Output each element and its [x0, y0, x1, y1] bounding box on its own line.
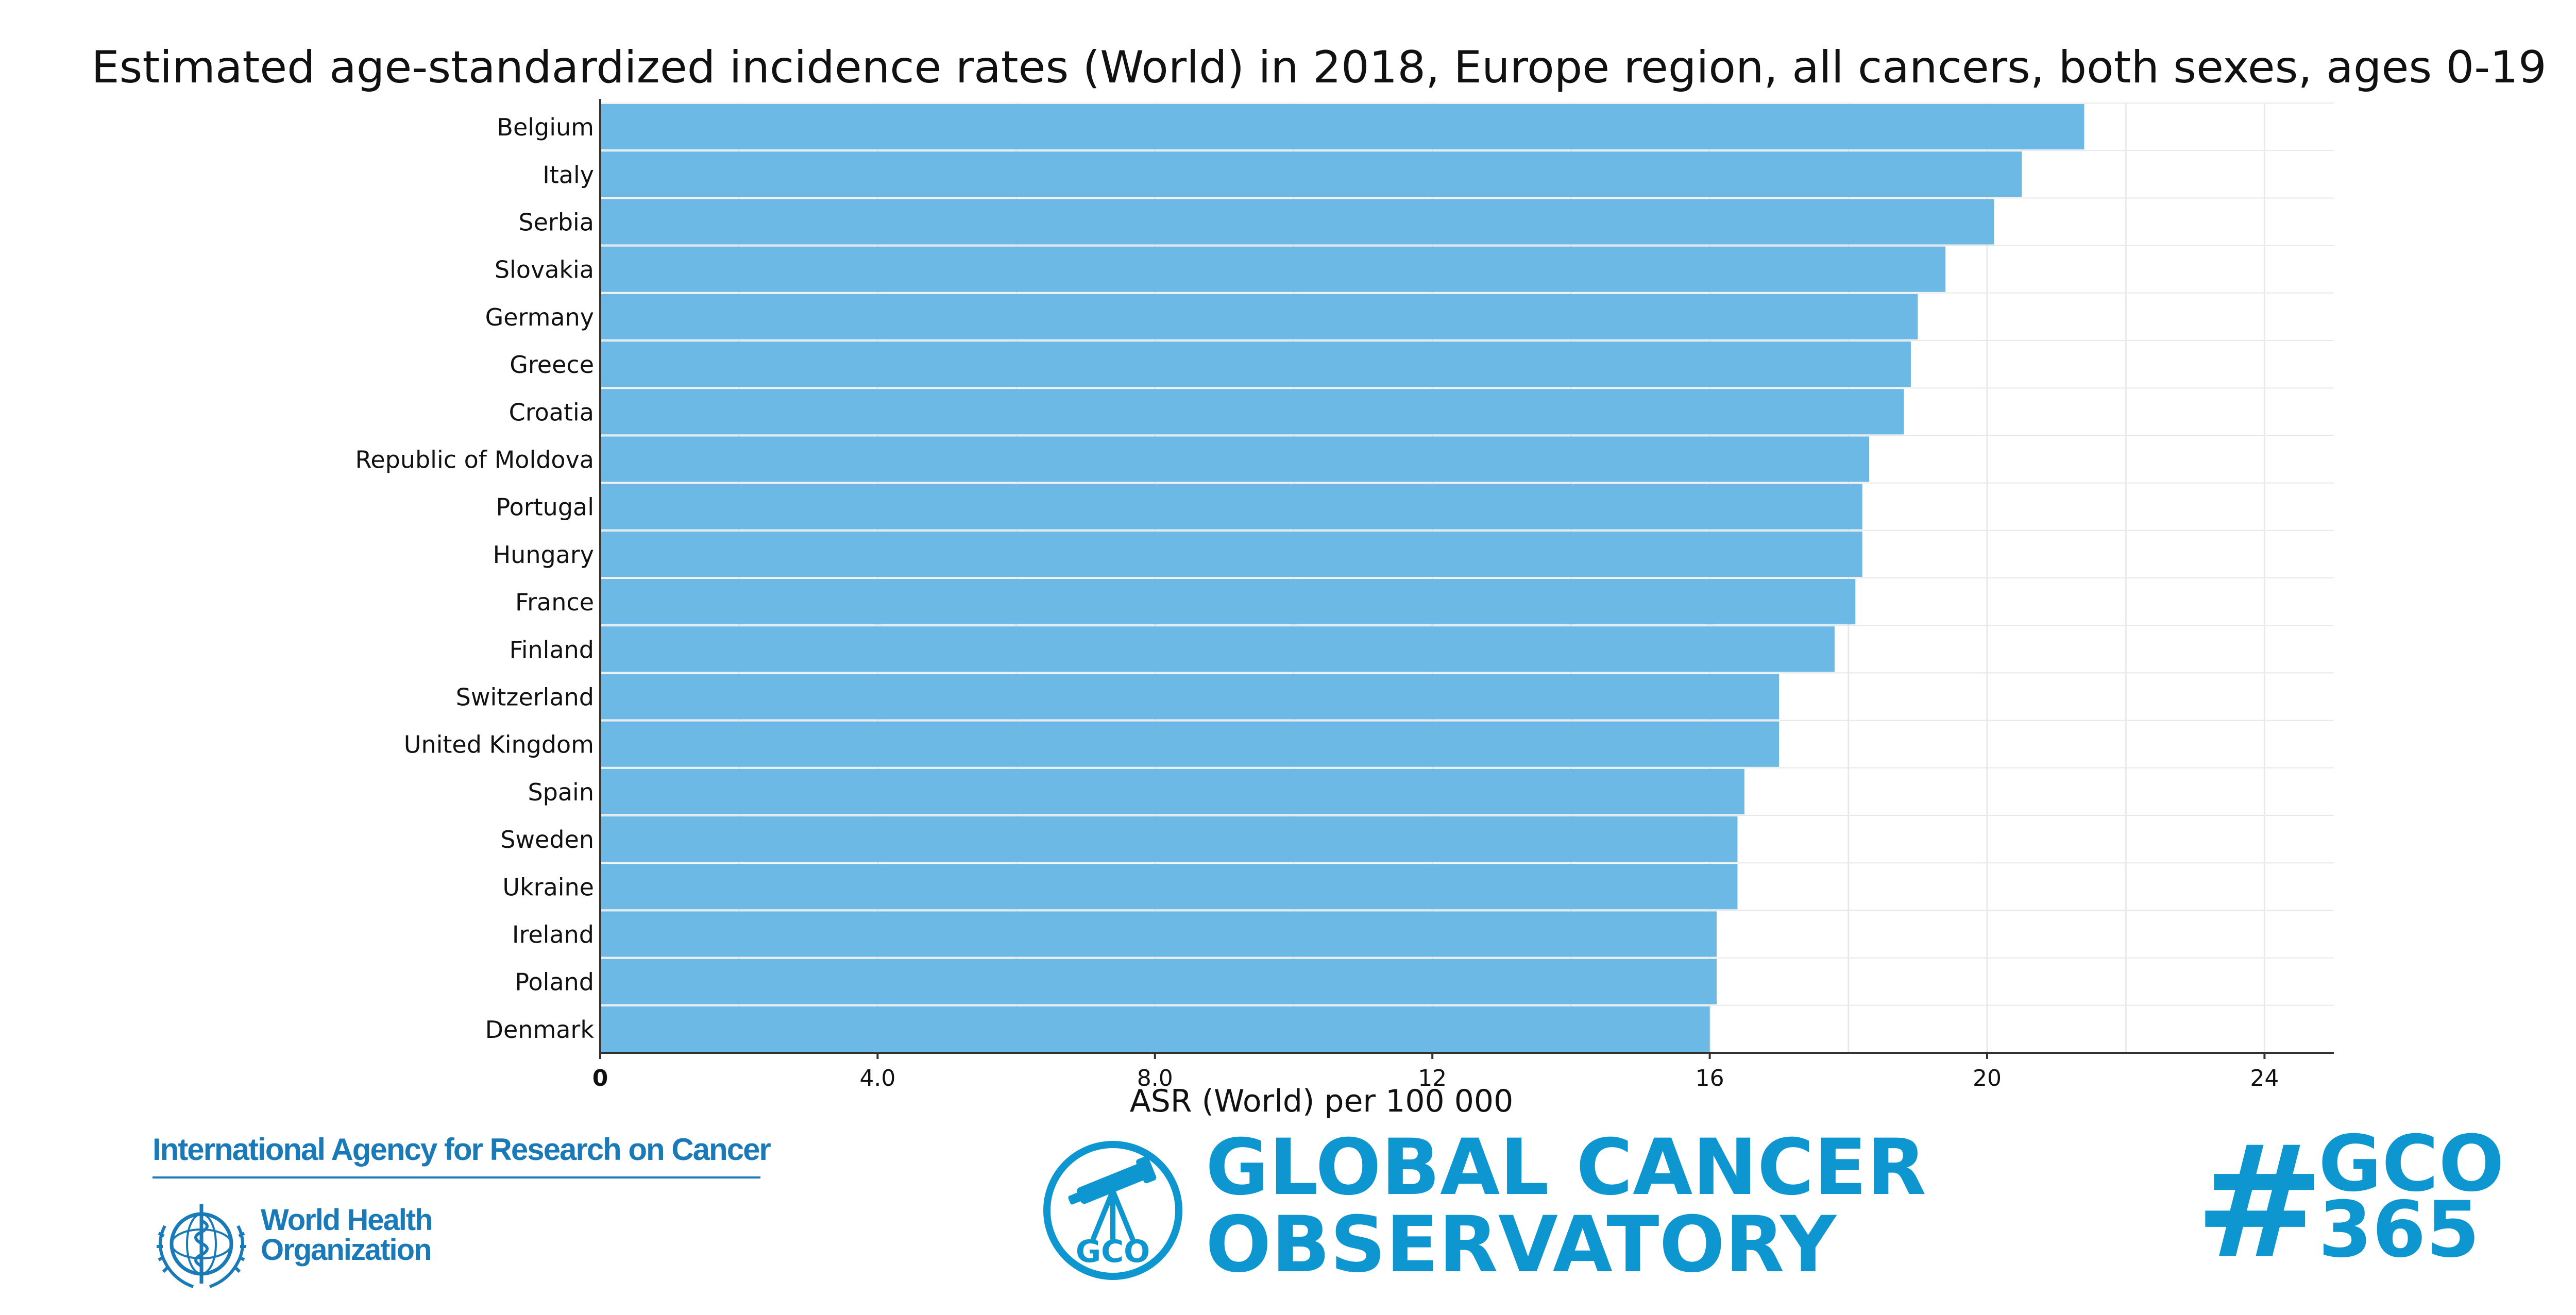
chart-title: Estimated age-standardized incidence rat…	[91, 42, 2547, 93]
hashtag-symbol: #	[2195, 1113, 2325, 1292]
bar-france	[600, 579, 1856, 625]
bar-greece	[600, 341, 1911, 387]
category-label: Hungary	[493, 541, 594, 569]
category-label: Switzerland	[456, 684, 594, 711]
category-label: Serbia	[518, 209, 594, 236]
category-label: United Kingdom	[404, 731, 594, 759]
gco-wordmark: GLOBAL CANCER OBSERVATORY	[1206, 1129, 1926, 1284]
hashtag-line2: 365	[2318, 1185, 2480, 1275]
bar-finland	[600, 626, 1835, 672]
bar-serbia	[600, 199, 1994, 245]
bar-ukraine	[600, 864, 1738, 910]
category-label: Ireland	[512, 921, 594, 949]
bar-switzerland	[600, 674, 1780, 720]
category-label: Greece	[510, 351, 594, 379]
gco-badge-text: GCO	[1076, 1234, 1150, 1270]
category-label: Finland	[510, 636, 594, 663]
bars	[600, 104, 2084, 1052]
bar-portugal	[600, 484, 1862, 530]
bar-spain	[600, 768, 1744, 814]
x-tick-label: 20	[1973, 1065, 2002, 1091]
bar-sweden	[600, 816, 1738, 862]
category-label: Italy	[543, 161, 594, 189]
category-label: Croatia	[509, 398, 594, 426]
category-label: Poland	[515, 968, 594, 996]
gco-telescope-icon: GCO	[1043, 1141, 1182, 1280]
hashtag-line1: GCO	[2318, 1119, 2504, 1209]
gco-wordmark-line1: GLOBAL CANCER	[1206, 1123, 1926, 1212]
bar-croatia	[600, 389, 1904, 435]
category-label: Ukraine	[502, 873, 594, 901]
category-label: France	[515, 588, 594, 616]
x-axis-label: ASR (World) per 100 000	[1130, 1083, 1514, 1119]
who-emblem-icon	[157, 1204, 246, 1288]
bar-poland	[600, 959, 1717, 1004]
tick-labels: 0 4.0 8.0 12 16 20 24	[592, 1053, 2279, 1091]
category-label: Belgium	[497, 113, 594, 141]
bar-republic-of-moldova	[600, 436, 1870, 482]
bar-belgium	[600, 104, 2084, 150]
axes	[599, 99, 2334, 1054]
bar-united-kingdom	[600, 721, 1780, 767]
category-label: Germany	[485, 303, 594, 331]
category-label: Portugal	[496, 493, 594, 521]
x-tick-label: 24	[2250, 1065, 2279, 1091]
category-label: Spain	[528, 778, 594, 806]
bar-hungary	[600, 531, 1862, 577]
category-label: Slovakia	[495, 256, 594, 284]
x-tick-label: 16	[1696, 1065, 1724, 1091]
bar-italy	[600, 151, 2022, 197]
x-tick-label: 12	[1418, 1065, 1447, 1091]
gridlines	[600, 103, 2334, 1053]
iarc-divider	[152, 1176, 760, 1179]
x-tick-label: 0	[592, 1065, 608, 1091]
who-name: World Health Organization	[261, 1203, 433, 1267]
category-label: Republic of Moldova	[355, 446, 594, 474]
who-name-line1: World Health	[261, 1203, 433, 1237]
category-label: Denmark	[485, 1016, 595, 1044]
x-tick-label: 4.0	[859, 1065, 895, 1091]
bar-denmark	[600, 1006, 1710, 1052]
category-label: Sweden	[500, 826, 594, 853]
iarc-name: International Agency for Research on Can…	[152, 1132, 771, 1167]
bar-slovakia	[600, 246, 1946, 292]
bar-germany	[600, 294, 1918, 339]
bar-ireland	[600, 911, 1717, 957]
category-labels: Belgium Italy Serbia Slovakia Germany Greece C…	[355, 113, 594, 1044]
iarc-logo: International Agency for Research on Can…	[152, 1132, 771, 1288]
who-name-line2: Organization	[261, 1233, 432, 1267]
gco-wordmark-line2: OBSERVATORY	[1206, 1200, 1836, 1290]
x-tick-label: 8.0	[1137, 1065, 1173, 1091]
